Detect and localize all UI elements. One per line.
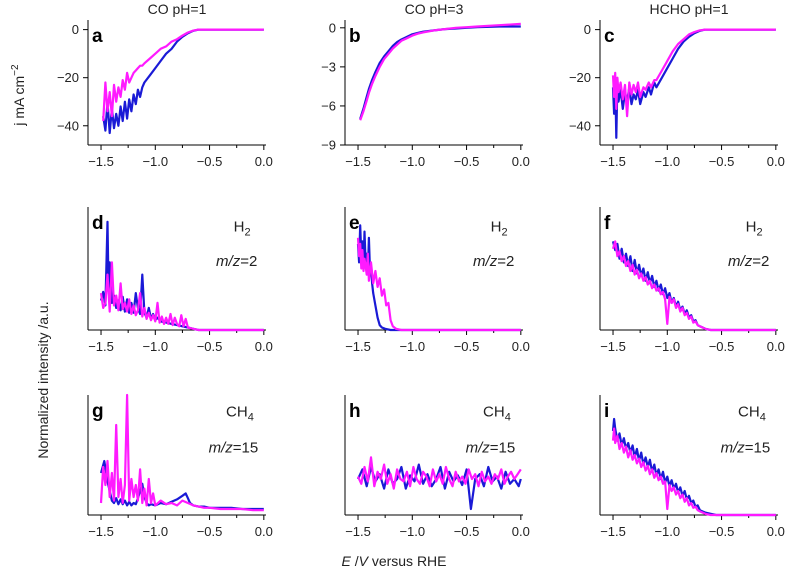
x-tick-label: −1.5: [88, 524, 114, 539]
panel-grid: a CO pH=1 −1.5 −1.0 −0.5 0.0 0 −20 −40 b CO pH=3 −1…: [57, 1, 785, 539]
panel-i: i −1.5 −1.0 −0.5 0.0 CH4 m/z=15: [599, 395, 785, 539]
x-tick-label: 0.0: [767, 339, 785, 354]
panel-label-h: h: [349, 401, 361, 422]
y-tick-label: 0: [329, 20, 336, 35]
x-tick-label: 0.0: [255, 339, 273, 354]
panel-e: e −1.5 −1.0 −0.5 0.0 H2 m/z=2: [344, 207, 530, 354]
series-line-blue: [357, 463, 522, 511]
x-tick-label: −1.5: [345, 524, 371, 539]
mz-annotation: m/z=15: [209, 440, 259, 457]
species-annotation: CH4: [738, 404, 766, 424]
panel-label-b: b: [349, 26, 361, 47]
series-line-magenta: [357, 456, 522, 490]
series-line-magenta: [611, 28, 776, 118]
mz-annotation: m/z=15: [721, 440, 771, 457]
x-tick-label: 0.0: [255, 154, 273, 169]
panel-c: c HCHO pH=1 −1.5 −1.0 −0.5 0.0 0 −20 −40: [569, 1, 785, 169]
panel-label-f: f: [604, 213, 611, 234]
panel-label-g: g: [92, 401, 104, 422]
y-tick-label: 0: [72, 22, 79, 37]
x-tick-label: −1.5: [600, 154, 626, 169]
panel-h: h −1.5 −1.0 −0.5 0.0 CH4 m/z=15: [344, 395, 530, 539]
x-tick-label: −1.0: [654, 524, 680, 539]
x-tick-label: −0.5: [709, 339, 735, 354]
species-annotation: CH4: [483, 404, 511, 424]
x-tick-label: 0.0: [767, 154, 785, 169]
series-line-magenta: [359, 22, 521, 121]
y-axis-label-current-density: j mA cm−2: [10, 64, 27, 127]
x-tick-label: −0.5: [454, 524, 480, 539]
panel-label-d: d: [92, 213, 104, 234]
panel-f: f −1.5 −1.0 −0.5 0.0 H2 m/z=2: [599, 207, 785, 354]
y-tick-label: −40: [57, 118, 79, 133]
x-tick-label: −0.5: [197, 154, 223, 169]
x-tick-label: −0.5: [709, 524, 735, 539]
series-line-magenta: [102, 28, 264, 122]
x-axis-label: E /V versus RHE: [341, 553, 446, 569]
species-annotation: H2: [491, 219, 508, 239]
mz-annotation: m/z=2: [216, 253, 257, 270]
x-tick-label: −1.5: [600, 339, 626, 354]
series-line-blue: [611, 417, 776, 517]
y-tick-label: −20: [569, 70, 591, 85]
series-line-blue: [102, 28, 264, 135]
panel-title-b: CO pH=3: [405, 1, 464, 17]
x-tick-label: 0.0: [512, 524, 530, 539]
x-tick-label: −1.0: [399, 154, 425, 169]
y-tick-label: −20: [57, 70, 79, 85]
mz-annotation: m/z=2: [473, 253, 514, 270]
mz-annotation: m/z=2: [728, 253, 769, 270]
y-tick-label: −9: [321, 138, 336, 153]
series-line-blue: [359, 25, 521, 120]
y-axis-label-normalized-intensity: Normalized intensity /a.u.: [35, 301, 51, 458]
x-tick-label: 0.0: [767, 524, 785, 539]
x-tick-label: −1.5: [345, 339, 371, 354]
y-tick-label: 0: [584, 22, 591, 37]
panel-g: g −1.5 −1.0 −0.5 0.0 CH4 m/z=15: [87, 393, 273, 539]
x-tick-label: 0.0: [512, 154, 530, 169]
x-tick-label: −1.5: [88, 154, 114, 169]
x-tick-label: −1.0: [399, 524, 425, 539]
species-annotation: H2: [746, 219, 763, 239]
panel-label-i: i: [604, 401, 609, 422]
x-tick-label: −1.0: [142, 339, 168, 354]
y-tick-label: −6: [321, 98, 336, 113]
series-line-magenta: [611, 240, 776, 332]
series-line-magenta: [99, 261, 264, 332]
panel-label-a: a: [92, 26, 103, 47]
series-line-magenta: [99, 393, 264, 512]
panel-label-c: c: [604, 26, 615, 47]
x-tick-label: −1.0: [142, 524, 168, 539]
x-tick-label: −0.5: [709, 154, 735, 169]
series-line-blue: [356, 224, 521, 332]
x-tick-label: −1.0: [654, 154, 680, 169]
mz-annotation: m/z=15: [466, 440, 516, 457]
x-tick-label: −1.5: [345, 154, 371, 169]
series-line-magenta: [356, 237, 521, 332]
panel-title-a: CO pH=1: [148, 1, 207, 17]
species-annotation: H2: [234, 219, 251, 239]
panel-d: d −1.5 −1.0 −0.5 0.0 H2 m/z=2: [87, 207, 273, 354]
x-tick-label: −0.5: [197, 339, 223, 354]
x-tick-label: −0.5: [454, 154, 480, 169]
x-tick-label: −1.0: [654, 339, 680, 354]
x-tick-label: 0.0: [512, 339, 530, 354]
y-tick-label: −40: [569, 118, 591, 133]
panel-a: a CO pH=1 −1.5 −1.0 −0.5 0.0 0 −20 −40: [57, 1, 273, 169]
series-line-magenta: [611, 427, 776, 517]
x-tick-label: −1.5: [600, 524, 626, 539]
x-tick-label: −1.0: [399, 339, 425, 354]
x-tick-label: −0.5: [454, 339, 480, 354]
x-tick-label: −0.5: [197, 524, 223, 539]
panel-title-c: HCHO pH=1: [650, 1, 729, 17]
x-tick-label: 0.0: [255, 524, 273, 539]
y-tick-label: −3: [321, 59, 336, 74]
x-tick-label: −1.5: [88, 339, 114, 354]
panel-label-e: e: [349, 213, 360, 234]
series-line-blue: [99, 220, 264, 332]
species-annotation: CH4: [226, 404, 254, 424]
x-tick-label: −1.0: [142, 154, 168, 169]
panel-b: b CO pH=3 −1.5 −1.0 −0.5 0.0 0 −3 −6 −9: [321, 1, 530, 169]
